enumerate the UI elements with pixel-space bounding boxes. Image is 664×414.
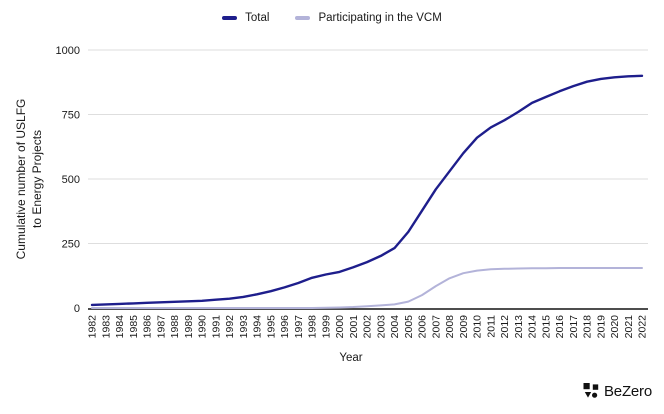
x-tick-label-1997: 1997: [293, 315, 305, 339]
x-tick-label-2018: 2018: [582, 315, 594, 339]
x-tick-label-1993: 1993: [238, 315, 250, 339]
x-tick-label-1996: 1996: [279, 315, 291, 339]
x-tick-label-2013: 2013: [513, 315, 525, 339]
x-tick-label-1989: 1989: [183, 315, 195, 339]
x-tick-label-2022: 2022: [637, 315, 649, 339]
x-tick-label-2001: 2001: [348, 315, 360, 339]
bezero-brand: BeZero: [583, 382, 652, 400]
y-axis-title-line1: Cumulative number of USLFG: [14, 99, 28, 260]
x-tick-label-2015: 2015: [540, 315, 552, 339]
x-tick-label-1990: 1990: [197, 315, 209, 339]
y-tick-label-250: 250: [62, 239, 80, 251]
x-tick-label-2010: 2010: [472, 315, 484, 339]
x-tick-label-2007: 2007: [430, 315, 442, 339]
x-tick-label-2020: 2020: [609, 315, 621, 339]
total-line-swatch: [222, 16, 238, 20]
x-axis-title: Year: [339, 352, 362, 364]
legend-label-total: Total: [245, 12, 270, 24]
x-tick-label-2009: 2009: [458, 315, 470, 339]
x-tick-label-2004: 2004: [389, 315, 401, 339]
x-tick-label-1985: 1985: [128, 315, 140, 339]
x-tick-label-2008: 2008: [444, 315, 456, 339]
bezero-logo-text: BeZero: [604, 382, 652, 400]
legend-item-vcm: Participating in the VCM: [295, 12, 442, 24]
x-tick-label-1987: 1987: [155, 315, 167, 339]
series-line-participating-in-the-vcm: [91, 267, 643, 309]
legend-label-vcm: Participating in the VCM: [318, 12, 442, 24]
x-tick-label-2005: 2005: [403, 315, 415, 339]
x-tick-label-1984: 1984: [114, 315, 126, 339]
x-tick-label-2016: 2016: [554, 315, 566, 339]
x-tick-label-1998: 1998: [307, 315, 319, 339]
x-tick-label-1992: 1992: [224, 315, 236, 339]
x-tick-label-1982: 1982: [87, 315, 99, 339]
vcm-line-swatch: [295, 16, 311, 20]
series-line-total: [90, 74, 644, 307]
x-tick-label-2012: 2012: [499, 315, 511, 339]
bezero-logo-icon: [583, 383, 599, 398]
x-tick-label-1986: 1986: [142, 315, 154, 339]
x-tick-label-2002: 2002: [362, 315, 374, 339]
y-axis-title-line2: to Energy Projects: [30, 130, 44, 228]
x-tick-label-2019: 2019: [595, 315, 607, 339]
y-tick-label-750: 750: [62, 110, 80, 122]
y-tick-label-1000: 1000: [56, 45, 80, 57]
x-tick-label-2003: 2003: [375, 315, 387, 339]
x-tick-label-2021: 2021: [623, 315, 635, 339]
x-tick-label-2017: 2017: [568, 315, 580, 339]
y-tick-label-0: 0: [74, 303, 80, 315]
y-tick-label-500: 500: [62, 174, 80, 186]
x-tick-label-1988: 1988: [169, 315, 181, 339]
x-tick-label-2006: 2006: [417, 315, 429, 339]
x-tick-label-1994: 1994: [252, 315, 264, 339]
x-tick-label-1991: 1991: [210, 315, 222, 339]
chart-legend: Total Participating in the VCM: [0, 12, 664, 24]
x-tick-label-2011: 2011: [485, 315, 497, 338]
x-tick-label-1999: 1999: [320, 315, 332, 339]
x-tick-label-2014: 2014: [527, 315, 539, 339]
x-tick-label-2000: 2000: [334, 315, 346, 339]
x-tick-label-1995: 1995: [265, 315, 277, 339]
x-tick-label-1983: 1983: [100, 315, 112, 339]
legend-item-total: Total: [222, 12, 269, 24]
